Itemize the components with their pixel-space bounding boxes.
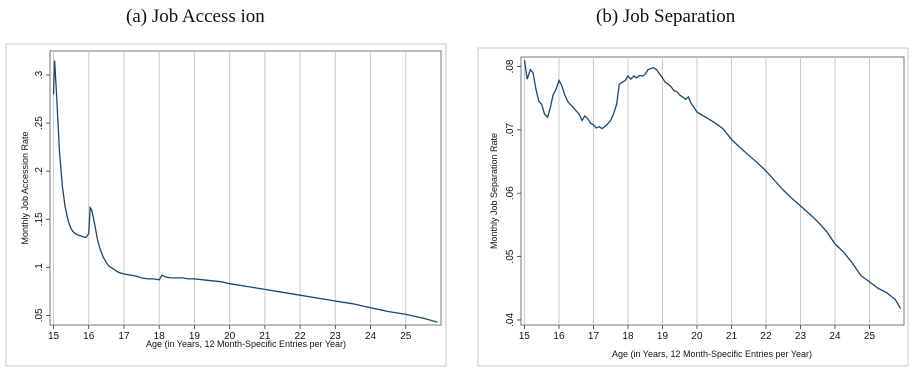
panel-a-x-tick-label: 20: [224, 331, 236, 342]
panel-a-y-axis-label: Monthly Job Accession Rate: [20, 131, 30, 244]
panel-b-y-axis: .04 .05 .06 .07 .08: [505, 59, 521, 327]
panel-b-y-axis-label: Monthly Job Separation Rate: [489, 133, 499, 249]
panel-b-x-tick-label: 15: [519, 331, 531, 342]
panel-b-title: (b) Job Separation: [596, 6, 736, 27]
panel-a-y-tick-label: .1: [34, 263, 45, 272]
panel-a-x-tick-label: 18: [154, 331, 166, 342]
panel-b-x-tick-label: 25: [864, 331, 876, 342]
panel-a-x-tick-label: 25: [400, 331, 412, 342]
panel-a-x-tick-label: 21: [259, 331, 271, 342]
panel-a-title: (a) Job Access ion: [126, 6, 265, 27]
panel-a-x-tick-label: 15: [48, 331, 60, 342]
panel-a-plot-area: [49, 50, 442, 326]
panel-a-y-tick-label: .05: [34, 308, 45, 322]
panel-b-y-tick-label: .07: [505, 122, 516, 136]
panel-b-x-tick-label: 16: [553, 331, 565, 342]
panel-b-x-tick-label: 22: [760, 331, 772, 342]
panel-b-x-axis: 15 16 17 18 19 20 21 22 23 24 25: [519, 325, 876, 342]
panel-a-x-tick-label: 24: [365, 331, 377, 342]
panel-a-x-tick-label: 19: [189, 331, 201, 342]
panel-a-x-axis-label: Age (in Years, 12 Month-Specific Entries…: [146, 339, 346, 349]
panel-b-y-tick-label: .08: [505, 59, 516, 73]
panel-a-y-tick-label: .15: [34, 212, 45, 226]
panel-a-x-tick-label: 23: [330, 331, 342, 342]
panel-b-x-tick-label: 24: [829, 331, 841, 342]
panel-a-y-axis: .05 .1 .15 .2 .25 .3: [34, 70, 50, 322]
panel-b-x-tick-label: 17: [588, 331, 600, 342]
panel-b-grid: [523, 57, 870, 325]
panel-a-x-tick-label: 22: [295, 331, 307, 342]
panel-a-y-tick-label: .2: [34, 167, 45, 176]
panel-b-x-tick-label: 19: [657, 331, 669, 342]
panel-b-x-axis-label: Age (in Years, 12 Month-Specific Entries…: [612, 349, 812, 359]
panel-b-series-line: [523, 60, 902, 309]
panel-b-y-tick-label: .05: [505, 249, 516, 263]
panel-a-series-line: [52, 60, 438, 323]
panel-b-x-tick-label: 18: [622, 331, 634, 342]
panel-a-y-tick-label: .3: [34, 70, 45, 79]
panel-a-x-tick-label: 16: [83, 331, 95, 342]
panel-a-y-tick-label: .25: [34, 116, 45, 130]
panel-b-y-tick-label: .04: [505, 313, 516, 327]
panel-a-x-tick-label: 17: [118, 331, 130, 342]
panel-a-x-axis: 15 16 17 18 19 20 21 22 23 24 25: [48, 325, 412, 342]
panel-b-plot-area: [520, 56, 905, 326]
panel-b-x-tick-label: 21: [726, 331, 738, 342]
panel-b-x-tick-label: 23: [795, 331, 807, 342]
panel-b-y-tick-label: .06: [505, 186, 516, 200]
panel-b-x-tick-label: 20: [691, 331, 703, 342]
